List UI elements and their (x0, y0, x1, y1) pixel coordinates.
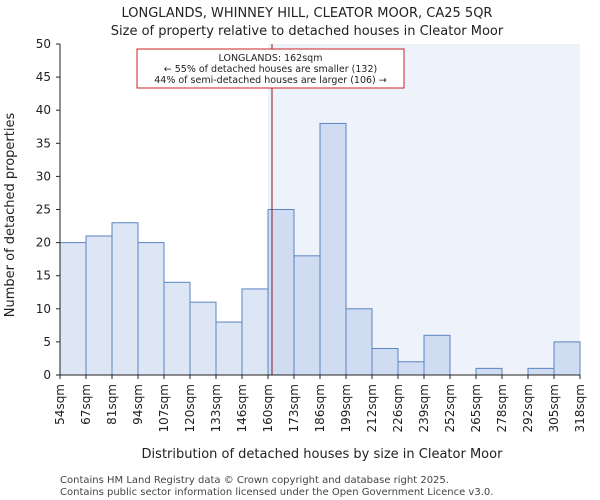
x-tick-label: 305sqm (547, 384, 561, 432)
x-tick-label: 318sqm (573, 384, 587, 432)
y-tick-label: 10 (36, 302, 51, 316)
x-tick-label: 278sqm (495, 384, 509, 432)
bar (397, 361, 425, 376)
y-tick-label: 30 (36, 169, 51, 183)
bar (527, 367, 555, 376)
bar (371, 348, 399, 376)
x-tick-label: 94sqm (131, 384, 145, 425)
bar (475, 367, 503, 376)
x-tick-label: 186sqm (313, 384, 327, 432)
y-tick-label: 20 (36, 236, 51, 250)
y-tick-label: 0 (43, 368, 51, 382)
y-tick-label: 40 (36, 103, 51, 117)
x-tick-label: 120sqm (183, 384, 197, 432)
bar (111, 222, 139, 376)
annotation-line3: 44% of semi-detached houses are larger (… (154, 75, 387, 86)
y-axis-label: Number of detached properties (3, 113, 18, 318)
chart-title: LONGLANDS, WHINNEY HILL, CLEATOR MOOR, C… (122, 6, 493, 21)
x-tick-label: 160sqm (261, 384, 275, 432)
bar (59, 242, 87, 376)
bar (163, 281, 191, 376)
footer-line2: Contains public sector information licen… (60, 487, 493, 498)
x-tick-label: 54sqm (53, 384, 67, 425)
bar (137, 242, 165, 376)
x-tick-label: 292sqm (521, 384, 535, 432)
bar (319, 122, 347, 376)
x-tick-label: 133sqm (209, 384, 223, 432)
x-tick-label: 226sqm (391, 384, 405, 432)
x-tick-label: 146sqm (235, 384, 249, 432)
x-ticks: 54sqm 67sqm 81sqm 94sqm 107sqm 120sqm 133sqm 14… (53, 375, 587, 432)
y-ticks: 0 5 10 15 20 25 30 35 40 45 50 (36, 37, 60, 382)
y-tick-label: 45 (36, 70, 51, 84)
y-tick-label: 5 (43, 335, 51, 349)
x-tick-label: 81sqm (105, 384, 119, 425)
y-tick-label: 15 (36, 269, 51, 283)
y-tick-label: 50 (36, 37, 51, 51)
bar (345, 308, 373, 376)
x-tick-label: 239sqm (417, 384, 431, 432)
x-tick-label: 107sqm (157, 384, 171, 432)
bar (215, 321, 243, 376)
bar (423, 334, 451, 376)
annotation-border (136, 48, 405, 89)
x-tick-label: 67sqm (79, 384, 93, 425)
x-tick-label: 252sqm (443, 384, 457, 432)
y-tick-label: 35 (36, 136, 51, 150)
annotation-line1: LONGLANDS: 162sqm (219, 53, 323, 64)
x-tick-label: 212sqm (365, 384, 379, 432)
footer-line1: Contains HM Land Registry data © Crown c… (60, 475, 449, 486)
bar (293, 255, 321, 376)
annotation-line2: ← 55% of detached houses are smaller (13… (164, 64, 377, 75)
bar (189, 301, 217, 376)
bar (85, 235, 113, 376)
x-tick-label: 199sqm (339, 384, 353, 432)
chart-subtitle: Size of property relative to detached ho… (111, 24, 504, 39)
bar (241, 288, 269, 376)
x-tick-label: 173sqm (287, 384, 301, 432)
annotation-box: LONGLANDS: 162sqm ← 55% of detached hous… (136, 48, 405, 89)
y-tick-label: 25 (36, 203, 51, 217)
x-tick-label: 265sqm (469, 384, 483, 432)
bar (553, 341, 581, 376)
x-axis-label: Distribution of detached houses by size … (142, 447, 504, 462)
